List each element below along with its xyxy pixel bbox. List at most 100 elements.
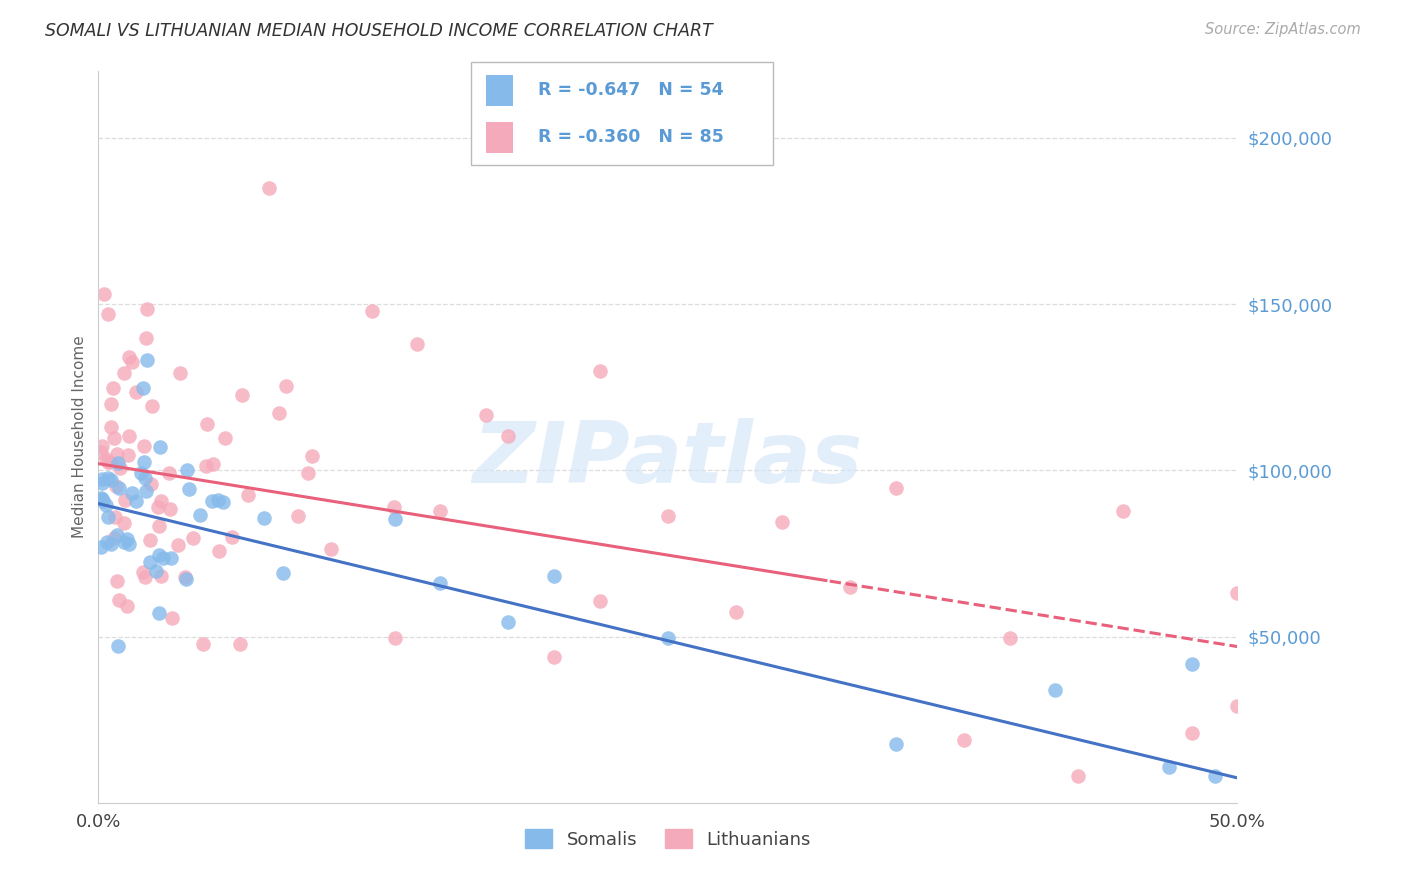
Point <box>406 337 429 351</box>
Point <box>169 367 191 381</box>
Point <box>181 532 204 546</box>
Point <box>1226 586 1249 600</box>
Point <box>953 733 976 747</box>
Point <box>93 287 115 301</box>
Point <box>112 516 135 530</box>
Point <box>195 417 218 431</box>
Point <box>150 494 173 508</box>
Point <box>188 508 211 522</box>
Legend: Somalis, Lithuanians: Somalis, Lithuanians <box>517 822 818 856</box>
Point <box>105 574 128 589</box>
Point <box>132 455 155 469</box>
Point <box>90 540 112 554</box>
Point <box>998 631 1021 645</box>
Point <box>236 488 259 502</box>
Text: Source: ZipAtlas.com: Source: ZipAtlas.com <box>1205 22 1361 37</box>
Point <box>105 447 128 461</box>
Point <box>498 428 520 442</box>
Point <box>125 385 148 400</box>
Point <box>150 569 173 583</box>
Point <box>91 494 114 508</box>
Point <box>94 499 117 513</box>
Point <box>108 593 131 607</box>
Point <box>384 511 406 525</box>
Point <box>157 466 180 480</box>
Point <box>274 379 297 393</box>
Point <box>105 478 128 492</box>
Point <box>162 611 184 625</box>
Point <box>543 568 565 582</box>
Point <box>114 493 136 508</box>
Point <box>1181 657 1204 672</box>
Point <box>91 472 114 486</box>
Point <box>115 599 138 614</box>
Point <box>152 551 174 566</box>
Point <box>1043 683 1066 698</box>
Point <box>543 649 565 664</box>
Point <box>839 580 862 594</box>
Point <box>145 564 167 578</box>
Point <box>100 419 122 434</box>
Point <box>125 494 148 508</box>
Point <box>134 570 156 584</box>
Y-axis label: Median Household Income: Median Household Income <box>72 335 87 539</box>
Point <box>498 615 520 630</box>
Point <box>139 555 162 569</box>
Point <box>297 466 319 480</box>
Point <box>884 482 907 496</box>
Point <box>382 500 405 514</box>
Point <box>90 491 112 506</box>
Point <box>118 537 141 551</box>
Point <box>103 531 125 545</box>
Point <box>97 509 120 524</box>
Point <box>94 451 117 466</box>
Point <box>134 471 156 485</box>
Point <box>271 566 294 581</box>
Point <box>107 482 129 496</box>
Point <box>212 494 235 508</box>
Text: SOMALI VS LITHUANIAN MEDIAN HOUSEHOLD INCOME CORRELATION CHART: SOMALI VS LITHUANIAN MEDIAN HOUSEHOLD IN… <box>45 22 713 40</box>
Point <box>107 456 129 470</box>
Point <box>725 605 748 619</box>
Point <box>107 639 129 653</box>
Text: ZIPatlas: ZIPatlas <box>472 417 863 500</box>
Point <box>91 439 114 453</box>
Point <box>201 494 224 508</box>
Point <box>90 445 112 459</box>
Point <box>132 565 155 579</box>
Point <box>588 363 610 377</box>
Point <box>194 458 217 473</box>
Point <box>148 606 170 620</box>
FancyBboxPatch shape <box>486 75 513 105</box>
Point <box>319 542 342 557</box>
Point <box>135 331 157 345</box>
Point <box>108 460 131 475</box>
Point <box>117 448 139 462</box>
Point <box>136 352 159 367</box>
Point <box>132 381 155 395</box>
Point <box>167 538 190 552</box>
Point <box>202 457 225 471</box>
Point <box>118 350 141 364</box>
Point <box>588 594 610 608</box>
Point <box>103 431 125 445</box>
Point <box>208 543 231 558</box>
Point <box>159 502 181 516</box>
Point <box>112 535 135 549</box>
Point <box>1157 760 1180 774</box>
Text: R = -0.360   N = 85: R = -0.360 N = 85 <box>537 128 724 146</box>
Point <box>141 399 163 413</box>
Point <box>159 550 181 565</box>
Point <box>301 449 323 463</box>
Point <box>112 366 135 380</box>
Point <box>148 518 170 533</box>
Point <box>100 473 122 487</box>
Point <box>115 532 138 546</box>
Point <box>1181 726 1204 740</box>
Point <box>148 548 170 562</box>
Point <box>287 509 309 524</box>
Point <box>229 637 252 651</box>
Point <box>131 467 153 481</box>
Point <box>429 576 451 591</box>
Point <box>214 431 236 445</box>
